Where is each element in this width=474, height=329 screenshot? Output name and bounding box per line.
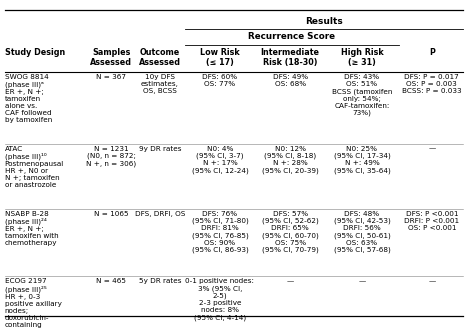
Text: Low Risk
(≤ 17): Low Risk (≤ 17) bbox=[200, 48, 240, 67]
Text: DFS: 60%
OS: 77%: DFS: 60% OS: 77% bbox=[202, 74, 237, 87]
Text: —: — bbox=[428, 146, 436, 152]
Text: P: P bbox=[429, 48, 435, 57]
Text: 0-1 positive nodes:
3% (95% CI,
2-5)
2-3 positive
nodes: 8%
(95% CI, 4-14): 0-1 positive nodes: 3% (95% CI, 2-5) 2-3… bbox=[185, 278, 255, 320]
Text: 9y DR rates: 9y DR rates bbox=[139, 146, 181, 152]
Text: N0: 25%
(95% CI, 17-34)
N +: 49%
(95% CI, 35-64): N0: 25% (95% CI, 17-34) N +: 49% (95% CI… bbox=[334, 146, 390, 174]
Text: N = 1065: N = 1065 bbox=[94, 211, 129, 216]
Text: 5y DR rates: 5y DR rates bbox=[139, 278, 181, 284]
Text: N0: 4%
(95% CI, 3-7)
N +: 17%
(95% CI, 12-24): N0: 4% (95% CI, 3-7) N +: 17% (95% CI, 1… bbox=[191, 146, 248, 174]
Text: —: — bbox=[428, 278, 436, 284]
Text: N = 367: N = 367 bbox=[96, 74, 127, 80]
Text: DFS: 43%
OS: 51%
BCSS (tamoxifen
only: 54%;
CAF-tamoxifen:
73%): DFS: 43% OS: 51% BCSS (tamoxifen only: 5… bbox=[332, 74, 392, 116]
Text: Intermediate
Risk (18-30): Intermediate Risk (18-30) bbox=[261, 48, 319, 67]
Text: Samples
Assessed: Samples Assessed bbox=[91, 48, 132, 67]
Text: —: — bbox=[286, 278, 294, 284]
Text: DFS: P = 0.017
OS: P = 0.003
BCSS: P = 0.033: DFS: P = 0.017 OS: P = 0.003 BCSS: P = 0… bbox=[402, 74, 462, 94]
Text: SWOG 8814
(phase III)ᵃ
ER +, N +;
tamoxifen
alone vs.
CAF followed
by tamoxifen: SWOG 8814 (phase III)ᵃ ER +, N +; tamoxi… bbox=[5, 74, 52, 122]
Text: 10y DFS
estimates,
OS, BCSS: 10y DFS estimates, OS, BCSS bbox=[141, 74, 179, 94]
Text: DFS: 48%
(95% CI, 42-53)
DRFI: 56%
(95% CI, 50-61)
OS: 63%
(95% CI, 57-68): DFS: 48% (95% CI, 42-53) DRFI: 56% (95% … bbox=[334, 211, 390, 253]
Text: DFS: P <0.001
DRFI: P <0.001
OS: P <0.001: DFS: P <0.001 DRFI: P <0.001 OS: P <0.00… bbox=[404, 211, 459, 231]
Text: N = 1231
(N0, n = 872;
N +, n = 306): N = 1231 (N0, n = 872; N +, n = 306) bbox=[86, 146, 137, 167]
Text: DFS: 49%
OS: 68%: DFS: 49% OS: 68% bbox=[273, 74, 308, 87]
Text: Results: Results bbox=[305, 17, 343, 26]
Text: N0: 12%
(95% CI, 8-18)
N +: 28%
(95% CI, 20-39): N0: 12% (95% CI, 8-18) N +: 28% (95% CI,… bbox=[262, 146, 319, 174]
Text: ATAC
(phase III)¹⁰
Postmenopausal
HR +, N0 or
N +; tamoxifen
or anastrozole: ATAC (phase III)¹⁰ Postmenopausal HR +, … bbox=[5, 146, 64, 189]
Text: Study Design: Study Design bbox=[5, 48, 65, 57]
Text: N = 465: N = 465 bbox=[96, 278, 127, 284]
Text: NSABP B-28
(phase III)²⁴
ER +, N +;
tamoxifen with
chemotherapy: NSABP B-28 (phase III)²⁴ ER +, N +; tamo… bbox=[5, 211, 58, 246]
Text: Recurrence Score: Recurrence Score bbox=[248, 32, 335, 41]
Text: High Risk
(≥ 31): High Risk (≥ 31) bbox=[340, 48, 383, 67]
Text: DFS: 57%
(95% CI, 52-62)
DRFI: 65%
(95% CI, 60-70)
OS: 75%
(95% CI, 70-79): DFS: 57% (95% CI, 52-62) DRFI: 65% (95% … bbox=[262, 211, 319, 253]
Text: ECOG 2197
(phase III)²⁵
HR +, 0-3
positive axillary
nodes;
doxorubicin-
containi: ECOG 2197 (phase III)²⁵ HR +, 0-3 positi… bbox=[5, 278, 62, 329]
Text: Outcome
Assessed: Outcome Assessed bbox=[139, 48, 181, 67]
Text: DFS, DRFI, OS: DFS, DRFI, OS bbox=[135, 211, 185, 216]
Text: —: — bbox=[358, 278, 365, 284]
Text: DFS: 76%
(95% CI, 71-80)
DRFI: 81%
(95% CI, 76-85)
OS: 90%
(95% CI, 86-93): DFS: 76% (95% CI, 71-80) DRFI: 81% (95% … bbox=[191, 211, 248, 253]
